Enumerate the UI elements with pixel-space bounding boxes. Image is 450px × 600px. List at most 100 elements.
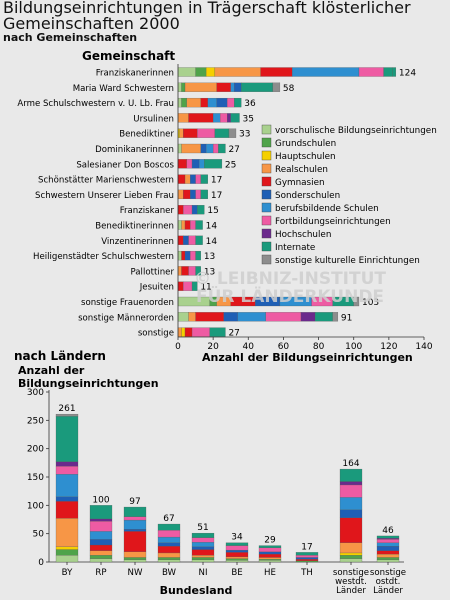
column-segment bbox=[376, 546, 400, 551]
bar-value-label: 35 bbox=[243, 114, 254, 124]
column-value-label: 97 bbox=[129, 497, 140, 507]
category-label: Salesianer Don Boscos bbox=[76, 160, 174, 170]
chart-2-category-label: sonstige bbox=[370, 568, 406, 578]
chart-2-category-label: NW bbox=[128, 568, 143, 578]
column-segment bbox=[339, 468, 363, 482]
bar-value-label: 17 bbox=[211, 191, 222, 201]
category-label: Franziskanerinnen bbox=[96, 69, 174, 79]
bar-segment bbox=[228, 128, 237, 138]
category-label: Franziskaner bbox=[120, 206, 175, 216]
bar-segment bbox=[177, 220, 182, 230]
bar-segment bbox=[265, 312, 302, 322]
column-segment bbox=[225, 552, 249, 558]
x-tick-label: 0 bbox=[175, 342, 181, 352]
bar-segment bbox=[214, 128, 230, 138]
bar-segment bbox=[188, 113, 214, 123]
column-segment bbox=[157, 546, 181, 554]
x-tick-label: 100 bbox=[345, 342, 362, 352]
bar-segment bbox=[213, 113, 221, 123]
bar-segment bbox=[237, 312, 266, 322]
bar-segment bbox=[177, 159, 187, 169]
column-segment bbox=[258, 560, 282, 563]
bar-segment bbox=[181, 143, 201, 154]
legend-label: Fortbildungseinrichtungen bbox=[275, 217, 391, 227]
bar-segment bbox=[227, 97, 235, 108]
watermark-line-1: © LEIBNIZ-INSTITUT bbox=[194, 269, 386, 289]
bar-segment bbox=[205, 67, 216, 77]
chart-title: Bildungseinrichtungen in Trägerschaft kl… bbox=[3, 0, 411, 33]
column-segment bbox=[258, 551, 282, 555]
column-segment bbox=[89, 539, 113, 546]
legend-swatch bbox=[261, 137, 272, 148]
column-segment bbox=[376, 542, 400, 547]
column-value-label: 67 bbox=[163, 514, 174, 524]
column-segment bbox=[258, 559, 282, 561]
column-segment bbox=[123, 557, 147, 560]
bar-value-label: 27 bbox=[228, 145, 239, 155]
x-tick-label: 20 bbox=[207, 342, 219, 352]
bar-segment bbox=[200, 143, 207, 154]
column-segment bbox=[258, 547, 282, 552]
chart-2-y-axis-label-line-2: Bildungseinrichtungen bbox=[18, 377, 159, 390]
bar-segment bbox=[177, 97, 182, 108]
legend-label: Internate bbox=[275, 243, 315, 253]
bar-value-label: 14 bbox=[206, 237, 218, 247]
category-label: Benediktinerinnen bbox=[95, 222, 174, 232]
column-segment bbox=[339, 517, 363, 543]
column-segment bbox=[339, 484, 363, 498]
bar-segment bbox=[191, 205, 198, 215]
bar-value-label: 33 bbox=[239, 130, 250, 140]
column-segment bbox=[89, 555, 113, 559]
bar-segment bbox=[190, 174, 196, 184]
chart-2-y-tick-label: 300 bbox=[27, 388, 44, 398]
bar-value-label: 25 bbox=[225, 160, 236, 170]
column-segment bbox=[157, 542, 181, 547]
column-value-label: 46 bbox=[382, 526, 394, 536]
category-label: sonstige bbox=[138, 329, 174, 339]
column-segment bbox=[376, 553, 400, 558]
chart-2-category-label: TH bbox=[300, 568, 313, 578]
bar-segment bbox=[195, 189, 201, 200]
column-segment bbox=[225, 549, 249, 553]
column-segment bbox=[55, 546, 79, 550]
bar-segment bbox=[184, 82, 217, 92]
bar-segment bbox=[241, 82, 274, 92]
bar-value-label: 11 bbox=[200, 283, 211, 293]
x-tick-label: 40 bbox=[243, 342, 255, 352]
bar-segment bbox=[260, 67, 293, 77]
chart-2-category-label: BE bbox=[231, 568, 242, 578]
chart-2-category-label: Länder bbox=[373, 586, 403, 596]
chart-2-category-label: BY bbox=[62, 568, 73, 578]
column-segment bbox=[123, 559, 147, 563]
column-segment bbox=[376, 557, 400, 560]
bar-segment bbox=[234, 82, 242, 92]
bar-segment bbox=[220, 113, 228, 123]
bar-segment bbox=[200, 97, 208, 108]
column-segment bbox=[123, 519, 147, 530]
bar-segment bbox=[332, 312, 339, 322]
column-segment bbox=[55, 549, 79, 556]
column-segment bbox=[89, 550, 113, 556]
column-segment bbox=[123, 529, 147, 532]
bar-segment bbox=[181, 97, 187, 108]
legend-swatch bbox=[261, 189, 272, 200]
bar-value-label: 14 bbox=[206, 222, 218, 232]
bar-segment bbox=[188, 312, 196, 322]
column-segment bbox=[339, 542, 363, 554]
column-value-label: 51 bbox=[197, 523, 208, 533]
bar-segment bbox=[195, 266, 201, 276]
bar-segment bbox=[205, 143, 214, 154]
bar-segment bbox=[177, 113, 189, 123]
bar-segment bbox=[300, 312, 316, 322]
bar-segment bbox=[230, 113, 240, 123]
column-segment bbox=[55, 461, 79, 467]
bar-segment bbox=[181, 220, 186, 230]
column-segment bbox=[55, 474, 79, 497]
column-segment bbox=[376, 550, 400, 555]
bar-segment bbox=[177, 327, 182, 337]
bar-segment bbox=[223, 312, 238, 322]
column-segment bbox=[157, 536, 181, 543]
column-value-label: 34 bbox=[231, 533, 243, 543]
bar-segment bbox=[186, 97, 201, 108]
column-segment bbox=[157, 530, 181, 538]
